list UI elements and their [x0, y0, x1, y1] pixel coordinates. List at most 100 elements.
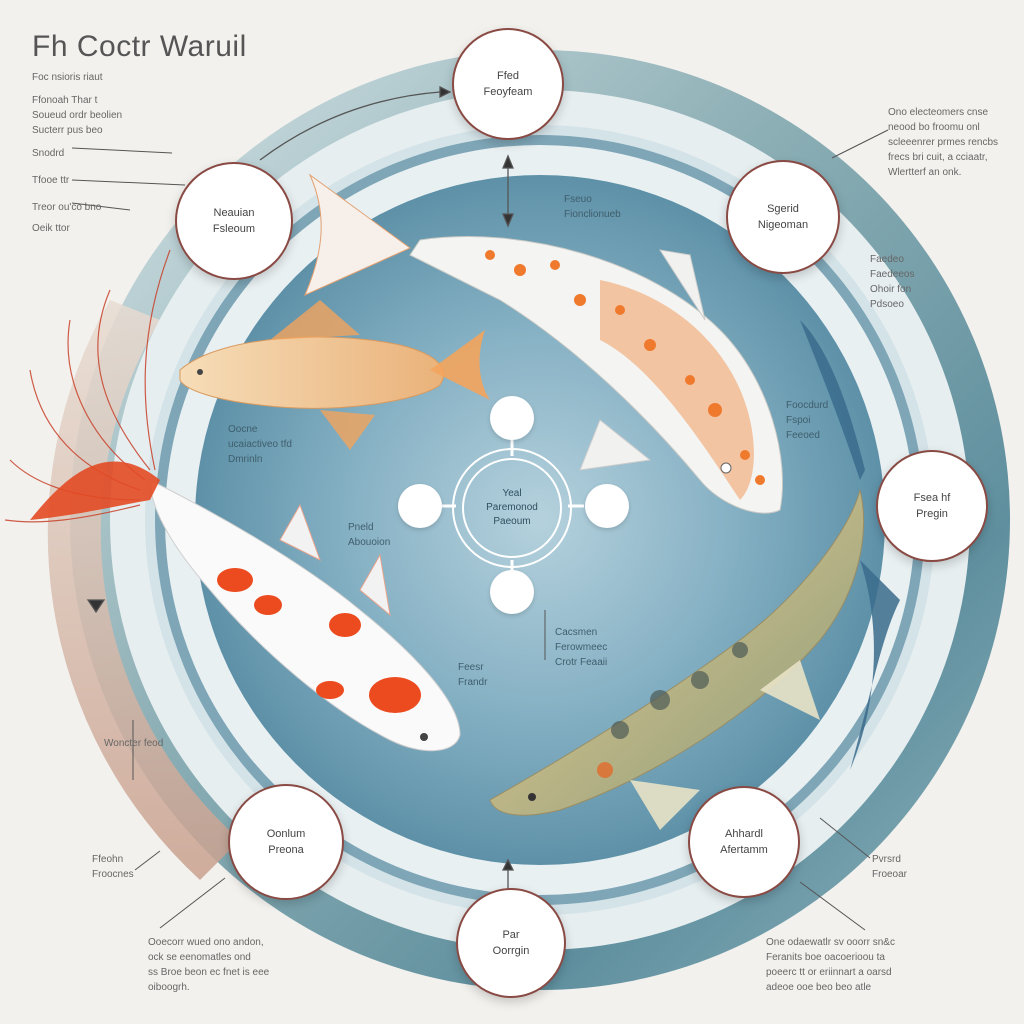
leader-line — [831, 129, 889, 159]
note-line: Tfooe ttr — [32, 175, 70, 186]
note-line: poeerc tt or eriinnart a oarsd — [766, 967, 892, 978]
koi-kohaku-illustration — [30, 461, 461, 752]
note-line: Frandr — [458, 677, 488, 688]
note-line: Feesr — [458, 662, 484, 673]
node-right-line-2: Pregin — [916, 508, 948, 520]
node-right-line-1: Fsea hf — [913, 492, 951, 504]
note-line: Pdsoeo — [870, 299, 904, 310]
note-line: adeoe ooe beo beo atle — [766, 982, 872, 993]
node-bottom: Par Oorrgin — [456, 888, 566, 998]
diagram-title: Fh Coctr Waruil — [32, 30, 247, 63]
note-line: ss Broe beon ec fnet is eee — [148, 967, 270, 978]
note-left-mid: Snodrd Tfooe ttr Treor ou'co bno Oeik tt… — [32, 140, 101, 242]
node-upper-left: Neauian Fsleoum — [175, 162, 293, 280]
note-fish-c: Fseuo Fionclionueb — [564, 192, 621, 222]
hub-satellite-bottom — [490, 570, 534, 614]
note-line: Ferowmeec — [555, 642, 608, 653]
note-line: Treor ou'co bno — [32, 202, 102, 213]
arrow-bottom-head — [501, 858, 515, 871]
note-line: oiboogrh. — [148, 982, 190, 993]
koi-white-orange-illustration — [304, 173, 783, 514]
node-bottom-line-1: Par — [502, 929, 520, 941]
note-fish-d: Foocdurd Fspoi Feeoed — [786, 398, 828, 443]
leader-line — [819, 817, 871, 859]
note-bottom-left: Ooecorr wued ono andon, ock se eenomatle… — [148, 935, 269, 995]
leader-line — [159, 877, 226, 929]
note-fish-e: Feesr Frandr — [458, 660, 487, 690]
node-top-line-2: Feoyfeam — [483, 86, 533, 98]
node-top: Ffed Feoyfeam — [452, 28, 564, 140]
arrow-vertical-up — [502, 154, 514, 169]
note-fish-b: Pneld Abouoion — [348, 520, 390, 550]
note-right-top: Ono electeomers cnse neood bo froomu onl… — [888, 105, 998, 180]
note-line: Froocnes — [92, 869, 134, 880]
node-lower-left: Oonlum Preona — [228, 784, 344, 900]
arrow-vertical-down — [502, 213, 514, 228]
arrow-top-head — [439, 85, 452, 99]
leader-line — [71, 147, 173, 154]
arrow-top — [259, 91, 441, 161]
note-line: Froeoar — [872, 869, 908, 880]
note-line: Woncter feod — [104, 738, 164, 749]
koi-dark-gold-illustration — [489, 320, 900, 830]
note-line: Feranits boe oacoerioou ta — [766, 952, 885, 963]
note-line: Faedeeos — [870, 269, 915, 280]
note-bottom-right: One odaewatlr sv ooorr sn&c Feranits boe… — [766, 935, 895, 995]
center-hub: Yeal Paremonod Paeoum — [452, 448, 572, 568]
node-upper-left-line-1: Neauian — [213, 207, 255, 219]
note-line: Soueud ordr beolien — [32, 110, 123, 121]
node-upper-right-line-2: Nigeoman — [757, 219, 809, 231]
note-line: One odaewatlr sv ooorr sn&c — [766, 937, 895, 948]
outer-ring-left-arc — [47, 300, 240, 880]
note-line: Ono electeomers cnse — [888, 107, 989, 118]
note-line: Ohoir fon — [870, 284, 912, 295]
note-line: frecs bri cuit, a cciaatr, — [888, 152, 988, 163]
note-line: Abouoion — [348, 537, 391, 548]
note-line: neood bo froomu onl — [888, 122, 980, 133]
note-line: Foc nsioris riaut — [32, 72, 103, 83]
note-line: Pneld — [348, 522, 374, 533]
note-line: Sucterr pus beo — [32, 125, 103, 136]
note-line: ock se eenomatles ond — [148, 952, 251, 963]
note-line: Oeik ttor — [32, 223, 70, 234]
node-bottom-line-2: Oorrgin — [492, 945, 530, 957]
node-lower-right: Ahhardl Afertamm — [688, 786, 800, 898]
hub-satellite-right — [585, 484, 629, 528]
leader-line — [134, 850, 161, 871]
leader-line — [71, 202, 131, 211]
node-top-line-1: Ffed — [496, 70, 519, 82]
note-line: Ffeohn — [92, 854, 124, 865]
node-upper-right-line-1: Sgerid — [767, 203, 799, 215]
note-line: Snodrd — [32, 148, 65, 159]
node-upper-right: Sgerid Nigeoman — [726, 160, 840, 274]
note-line: Oocne — [228, 424, 258, 435]
node-lower-right-line-1: Ahhardl — [725, 828, 763, 840]
note-left-low: Ffeohn Froocnes — [92, 852, 134, 882]
note-line: Fseuo — [564, 194, 592, 205]
hub-inner-ring — [462, 458, 562, 558]
note-line: Foocdurd — [786, 400, 829, 411]
note-center-right: Cacsmen Ferowmeec Crotr Feaaii — [555, 625, 607, 670]
node-lower-left-line-1: Oonlum — [266, 828, 306, 840]
note-line: Crotr Feaaii — [555, 657, 608, 668]
node-right: Fsea hf Pregin — [876, 450, 988, 562]
note-line: Ooecorr wued ono andon, — [148, 937, 264, 948]
arrow-left-down — [86, 599, 106, 614]
leader-line — [799, 881, 866, 931]
note-line: Dmrinln — [228, 454, 263, 465]
note-right-mid: Pvrsrd Froeoar — [872, 852, 907, 882]
node-upper-left-line-2: Fsleoum — [212, 223, 256, 235]
note-fish-a: Oocne ucaiactiveo tfd Dmrinln — [228, 422, 292, 467]
note-line: ucaiactiveo tfd — [228, 439, 292, 450]
koi-cream-illustration — [179, 300, 490, 450]
node-lower-left-line-2: Preona — [268, 844, 304, 856]
hub-satellite-top — [490, 396, 534, 440]
note-line: Faedeo — [870, 254, 904, 265]
note-right-upper: Faedeo Faedeeos Ohoir fon Pdsoeo — [870, 252, 914, 312]
note-left-top: Foc nsioris riaut Ffonoah Thar t Soueud … — [32, 70, 122, 138]
note-left-low-block: Woncter feod — [104, 736, 163, 751]
note-line: scleeenrer prmes rencbs — [888, 137, 999, 148]
leader-line — [71, 179, 186, 186]
